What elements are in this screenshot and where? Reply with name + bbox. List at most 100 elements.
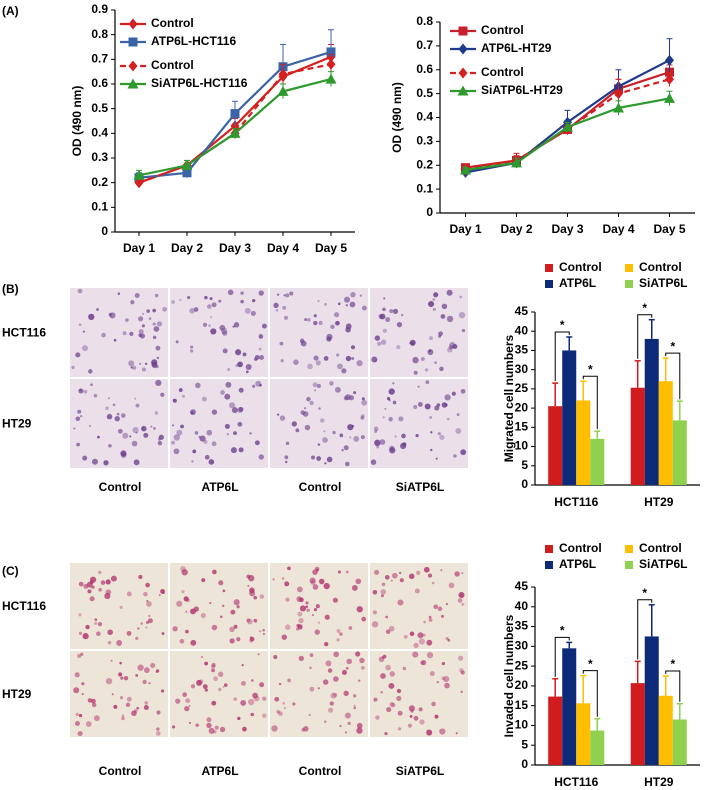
cell [110,575,117,582]
significance-label: * [588,362,593,376]
cell [399,578,404,583]
significance-label: * [560,624,565,638]
cell [315,604,320,609]
cell [430,448,433,452]
cell [283,294,286,297]
legend-swatch [545,561,553,569]
cell [350,291,356,298]
cell [122,432,129,439]
legend-label: Control [559,260,602,274]
cell [314,389,317,392]
y-tick-label: 40 [515,323,529,337]
cell [246,618,251,623]
cell [222,685,225,689]
cell [389,671,395,677]
cell [317,621,320,624]
cell [380,594,384,598]
x-tick-label: Day 4 [602,222,634,236]
cell [171,300,175,304]
cell [259,383,262,387]
cell [297,611,303,617]
cell [284,581,290,587]
cell [259,594,265,599]
y-tick-label: 0.7 [91,52,108,66]
significance-label: * [588,657,593,671]
cell [445,602,449,606]
cell [160,689,165,693]
cell [322,437,328,443]
cell [120,413,126,418]
cell [173,434,180,441]
significance-bracket [665,352,681,400]
cell [455,427,462,434]
cell [249,587,255,594]
y-tick-label: 0.8 [91,27,108,41]
cell [458,311,466,319]
marker [614,88,623,100]
cell [385,664,391,671]
marker [665,73,674,85]
cell [233,322,240,328]
cell [146,309,150,313]
cell [382,654,387,659]
cell [196,679,203,686]
significance-bracket [582,375,598,430]
cell [190,608,196,615]
cell [107,397,110,400]
cell [154,411,159,415]
y-tick-label: 0.1 [91,200,108,214]
cell [361,305,367,311]
cell [312,569,318,575]
cell [347,721,351,725]
marker [458,26,468,36]
cell [353,704,356,707]
cell [333,692,338,697]
cell [210,328,217,335]
cell [160,589,165,594]
cell [447,347,453,353]
cell [210,316,213,319]
cell [287,566,291,571]
cell [446,289,453,296]
x-tick-label: Day 5 [315,241,347,255]
cell [327,668,333,673]
bar [630,387,645,485]
cell [305,605,309,608]
cell [409,339,416,346]
cell [304,424,311,431]
cell [460,388,466,394]
cell [446,417,450,421]
cell [83,583,89,589]
cell [104,593,111,600]
cell [237,421,243,427]
cell [236,637,241,642]
cell [300,410,305,415]
cell [412,651,419,658]
cell [74,721,80,727]
cell [74,672,80,678]
cell [117,428,123,434]
cell [130,300,135,305]
cell [224,393,231,400]
cell [73,687,80,694]
cell [138,574,143,580]
cell [443,675,450,683]
cell [329,701,334,706]
cell [360,435,365,440]
cell [79,389,82,392]
cell [253,357,258,361]
cell [231,407,238,414]
cell [140,622,144,625]
cell [355,578,362,585]
cell [222,348,228,354]
cell [143,705,149,711]
cell [71,365,75,370]
cell [135,674,139,677]
cell [296,623,300,628]
cell [429,416,433,419]
cell [312,584,319,590]
marker [128,18,138,30]
cell [172,398,177,403]
cell [78,613,82,617]
cell [300,340,307,347]
